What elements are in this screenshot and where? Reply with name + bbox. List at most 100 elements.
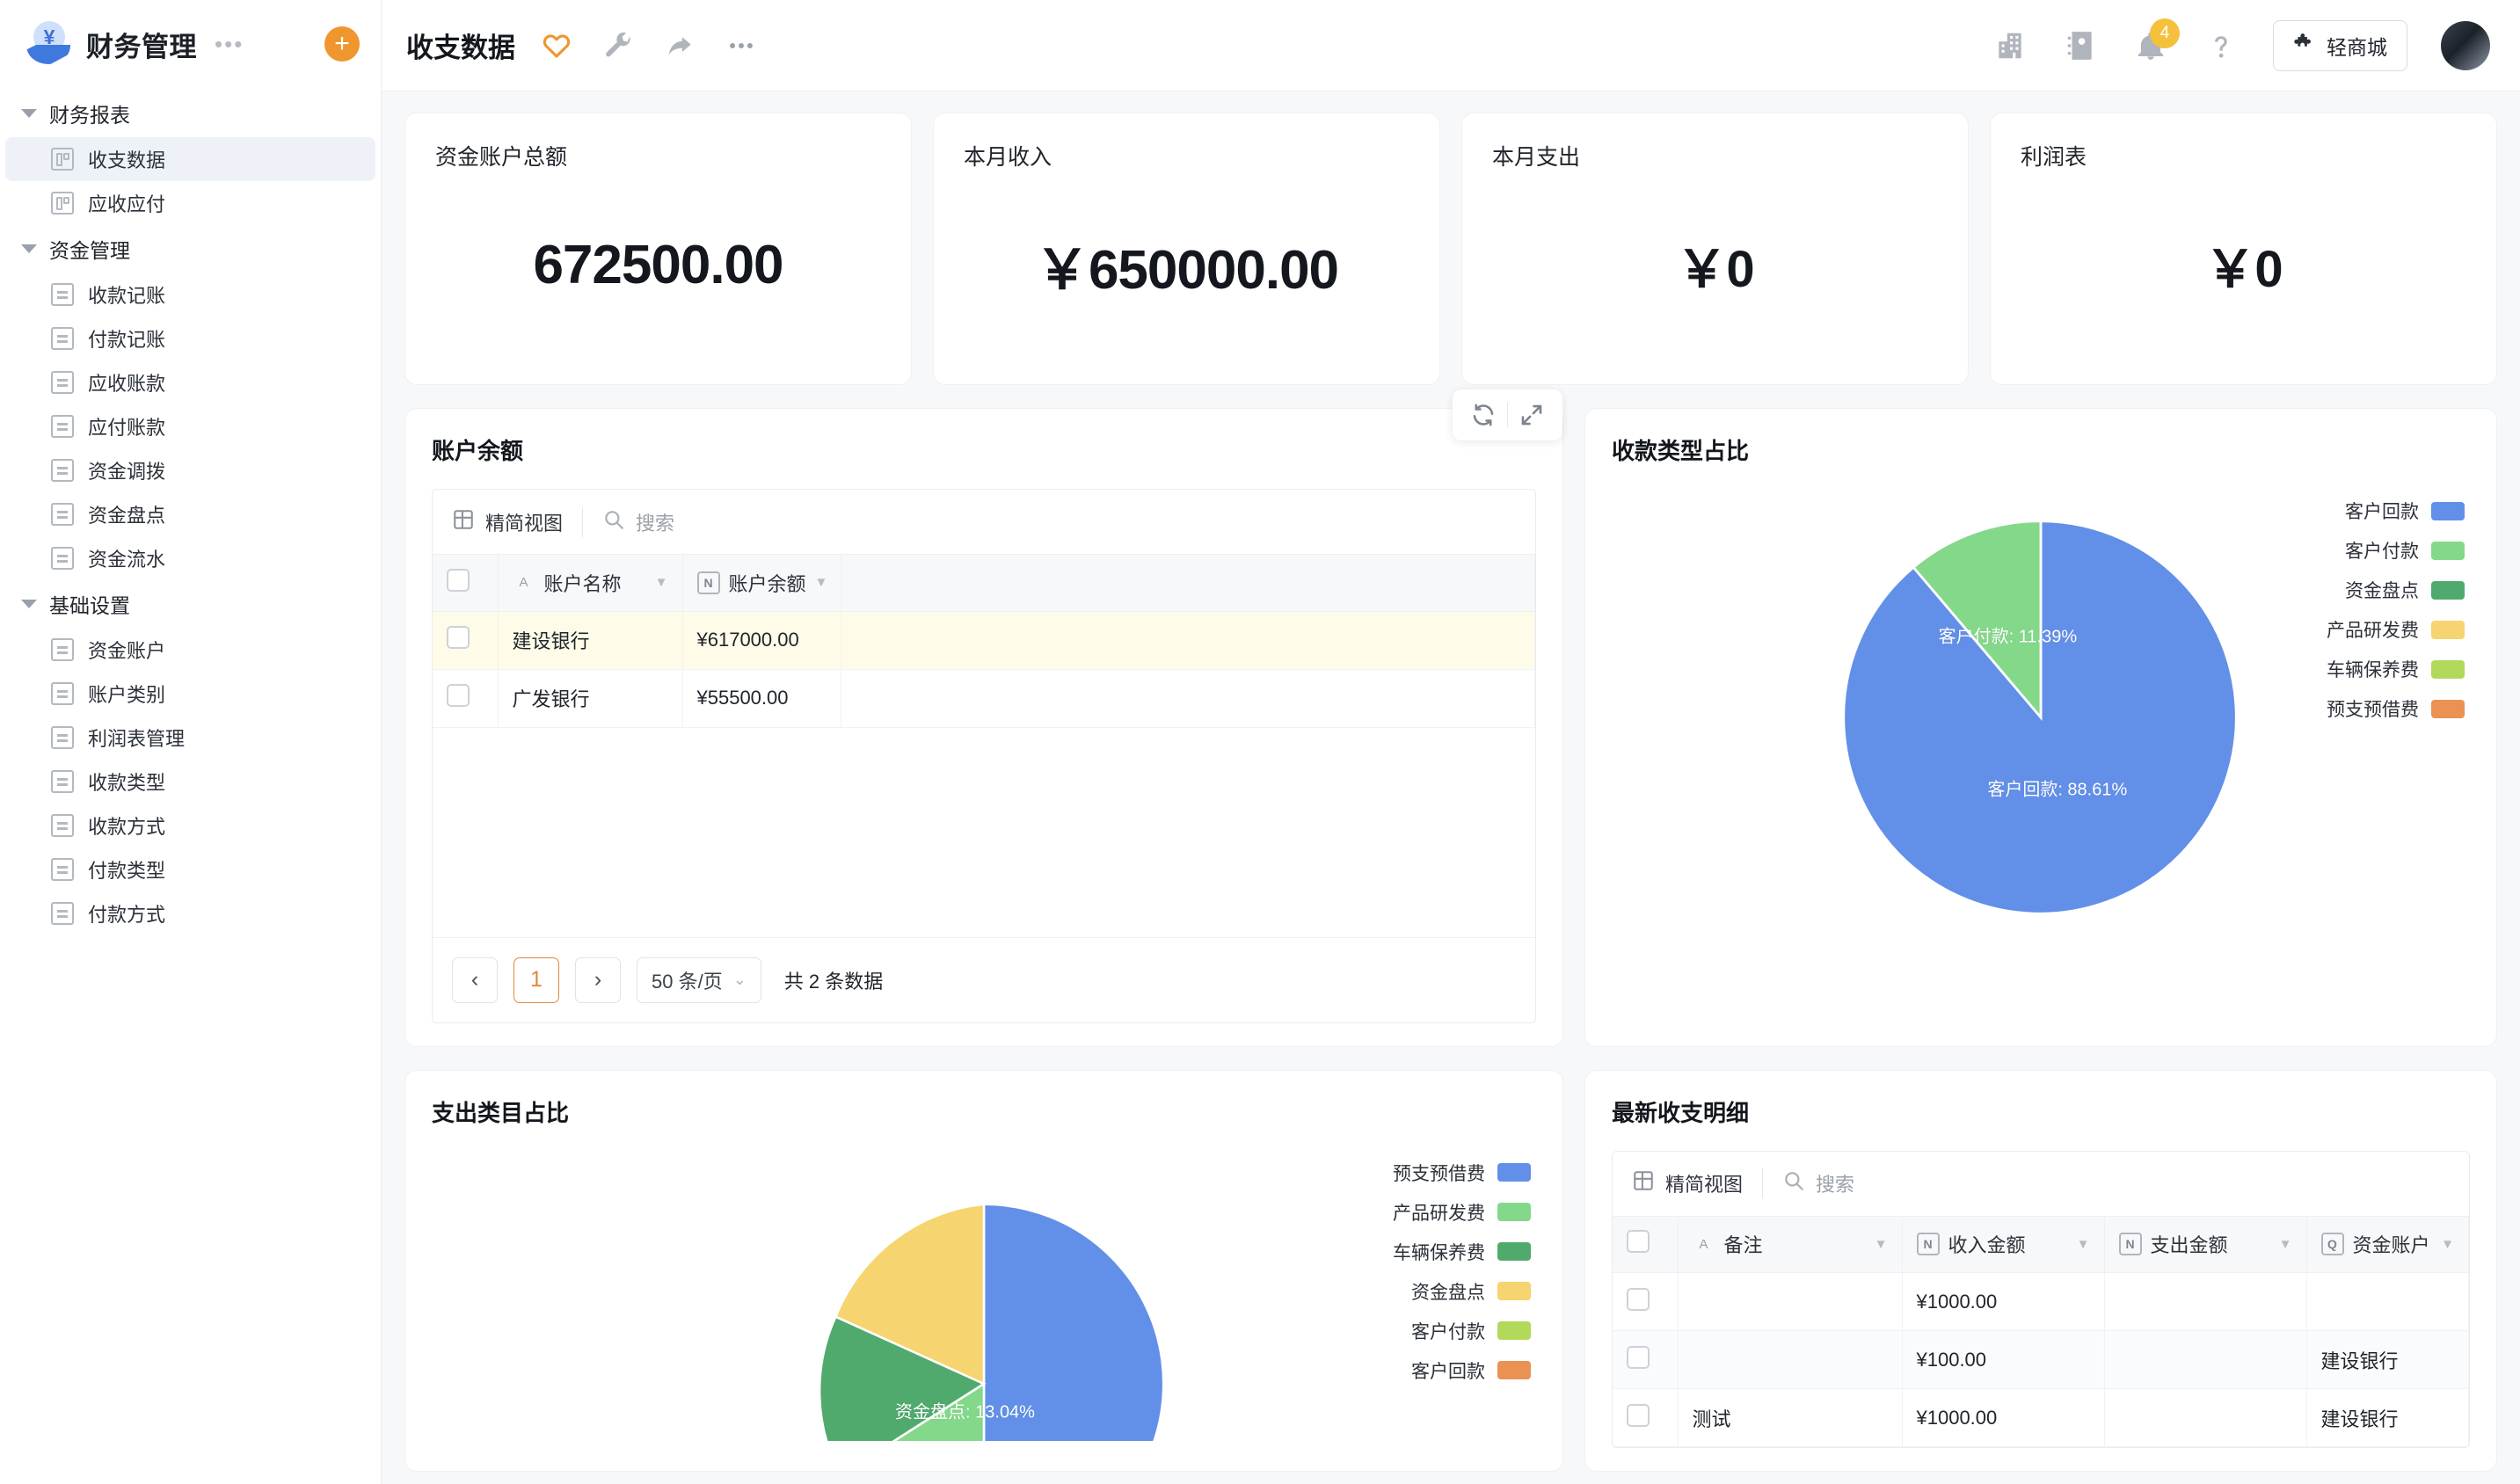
chevron-down-icon[interactable]: ▼ [2441,1236,2454,1252]
chevron-down-icon[interactable]: ▼ [814,575,828,591]
chevron-down-icon[interactable]: ▼ [1874,1236,1888,1252]
ellipsis-icon[interactable]: ••• [215,31,244,57]
chevron-down-icon [21,600,37,608]
row-checkbox-cell[interactable] [433,611,499,670]
expense-pie-chart: 资金盘点: 13.04% 预支预借费 产品研发费 [432,1151,1536,1441]
row-checkbox[interactable] [447,626,470,649]
doc-icon [51,503,74,526]
legend-item[interactable]: 产品研发费 [1393,1199,1531,1226]
legend-item[interactable]: 客户付款 [1393,1318,1531,1344]
mall-button-label: 轻商城 [2327,35,2387,59]
chevron-down-icon[interactable]: ▼ [654,575,668,591]
sidebar-group-reports[interactable]: 财务报表 [0,90,381,137]
legend-label: 预支预借费 [1393,1163,1485,1184]
sidebar-item-label: 收支数据 [88,149,166,171]
sidebar-item-fund-flow[interactable]: 资金流水 [5,536,375,580]
legend-item[interactable]: 车辆保养费 [2327,656,2465,682]
sidebar-item-income-expense-data[interactable]: 收支数据 [5,137,375,181]
help-icon[interactable] [2203,27,2240,64]
sidebar-item-receipt-entry[interactable]: 收款记账 [5,273,375,316]
legend-item[interactable]: 资金盘点 [2327,577,2465,603]
column-header-expense-amount[interactable]: N 支出金额 ▼ [2104,1216,2307,1273]
column-header-account-name[interactable]: A 账户名称 ▼ [498,555,683,612]
prev-page-button[interactable]: ‹ [452,957,498,1003]
select-all-cell[interactable] [1613,1216,1679,1273]
row-checkbox[interactable] [1627,1345,1650,1369]
table-row[interactable]: 建设银行 ¥617000.00 [433,611,1535,670]
legend-item[interactable]: 预支预借费 [2327,695,2465,722]
compact-view-button[interactable]: 精简视图 [452,508,582,536]
expand-icon[interactable] [1508,391,1555,439]
refresh-icon[interactable] [1460,391,1507,439]
add-button[interactable]: + [324,26,360,62]
row-checkbox-cell[interactable] [1613,1272,1679,1331]
row-checkbox[interactable] [447,684,470,707]
balance-table: A 账户名称 ▼ N 账户余额 [433,555,1535,728]
page-size-select[interactable]: 50 条/页 ⌄ [637,957,761,1003]
select-all-cell[interactable] [433,555,499,612]
table-row[interactable]: 测试 ¥1000.00 建设银行 [1613,1388,2469,1447]
sidebar-item-fund-stocktake[interactable]: 资金盘点 [5,492,375,536]
sidebar-item-fund-account[interactable]: 资金账户 [5,628,375,672]
column-header-remark[interactable]: A 备注 ▼ [1678,1216,1903,1273]
sidebar-item-accounts-receivable[interactable]: 应收账款 [5,360,375,404]
sidebar-item-receipt-method[interactable]: 收款方式 [5,804,375,847]
column-header-income-amount[interactable]: N 收入金额 ▼ [1902,1216,2105,1273]
legend-item[interactable]: 客户回款 [1393,1357,1531,1384]
compact-view-button[interactable]: 精简视图 [1632,1169,1762,1197]
wrench-icon[interactable] [600,27,637,64]
building-icon[interactable] [1992,27,2028,64]
legend-item[interactable]: 车辆保养费 [1393,1239,1531,1265]
legend-swatch [1497,1282,1531,1300]
table-row[interactable]: ¥1000.00 [1613,1272,2469,1331]
row-checkbox[interactable] [1627,1403,1650,1427]
avatar[interactable] [2441,20,2490,70]
sidebar-item-payment-method[interactable]: 付款方式 [5,891,375,935]
select-all-checkbox[interactable] [447,568,470,592]
sidebar-item-profit-statement-mgmt[interactable]: 利润表管理 [5,716,375,760]
search-input[interactable]: 搜索 [1782,1169,1854,1197]
select-all-checkbox[interactable] [1627,1230,1650,1254]
legend-item[interactable]: 客户回款 [2327,498,2465,524]
mall-button[interactable]: 轻商城 [2273,19,2407,71]
sidebar-item-accounts-payable[interactable]: 应付账款 [5,404,375,448]
chevron-down-icon[interactable]: ▼ [2076,1236,2090,1252]
legend-label: 预支预借费 [2327,700,2419,720]
column-header-account-balance[interactable]: N 账户余额 ▼ [682,555,841,612]
page-1-button[interactable]: 1 [513,957,559,1003]
row-checkbox-cell[interactable] [1613,1388,1679,1447]
compact-view-label: 精简视图 [485,512,564,535]
table-row[interactable]: 广发银行 ¥55500.00 [433,669,1535,728]
sidebar-group-basic-settings[interactable]: 基础设置 [0,580,381,628]
heart-icon[interactable] [538,27,575,64]
sidebar-item-fund-transfer[interactable]: 资金调拨 [5,448,375,492]
row-checkbox-cell[interactable] [433,669,499,728]
table-row[interactable]: ¥100.00 建设银行 [1613,1330,2469,1389]
search-input[interactable]: 搜索 [602,508,674,536]
ellipsis-icon[interactable] [723,27,760,64]
sidebar-group-fund-management[interactable]: 资金管理 [0,225,381,273]
doc-icon [51,371,74,394]
legend-item[interactable]: 预支预借费 [1393,1160,1531,1186]
row-checkbox-cell[interactable] [1613,1330,1679,1389]
sidebar-item-account-category[interactable]: 账户类别 [5,672,375,716]
chevron-down-icon[interactable]: ▼ [2278,1236,2292,1252]
cell-income: ¥100.00 [1902,1330,2105,1389]
cell-empty [841,611,1535,670]
sidebar-item-payment-entry[interactable]: 付款记账 [5,316,375,360]
share-icon[interactable] [661,27,698,64]
legend-item[interactable]: 产品研发费 [2327,616,2465,643]
doc-icon [51,638,74,661]
income-pie-chart: 客户付款: 11.39% 客户回款: 88.61% 客户回款 客户付款 [1612,489,2470,946]
legend-item[interactable]: 客户付款 [2327,537,2465,564]
sidebar-item-receivable-payable[interactable]: 应收应付 [5,181,375,225]
sidebar-item-receipt-type[interactable]: 收款类型 [5,760,375,804]
bell-icon[interactable]: 4 [2132,18,2180,64]
next-page-button[interactable]: › [575,957,621,1003]
sidebar-item-payment-type[interactable]: 付款类型 [5,847,375,891]
legend-item[interactable]: 资金盘点 [1393,1278,1531,1305]
contacts-icon[interactable] [2062,27,2099,64]
column-header-fund-account[interactable]: Q 资金账户 ▼ [2306,1216,2469,1273]
column-label: 资金账户 [2352,1234,2430,1257]
row-checkbox[interactable] [1627,1287,1650,1311]
